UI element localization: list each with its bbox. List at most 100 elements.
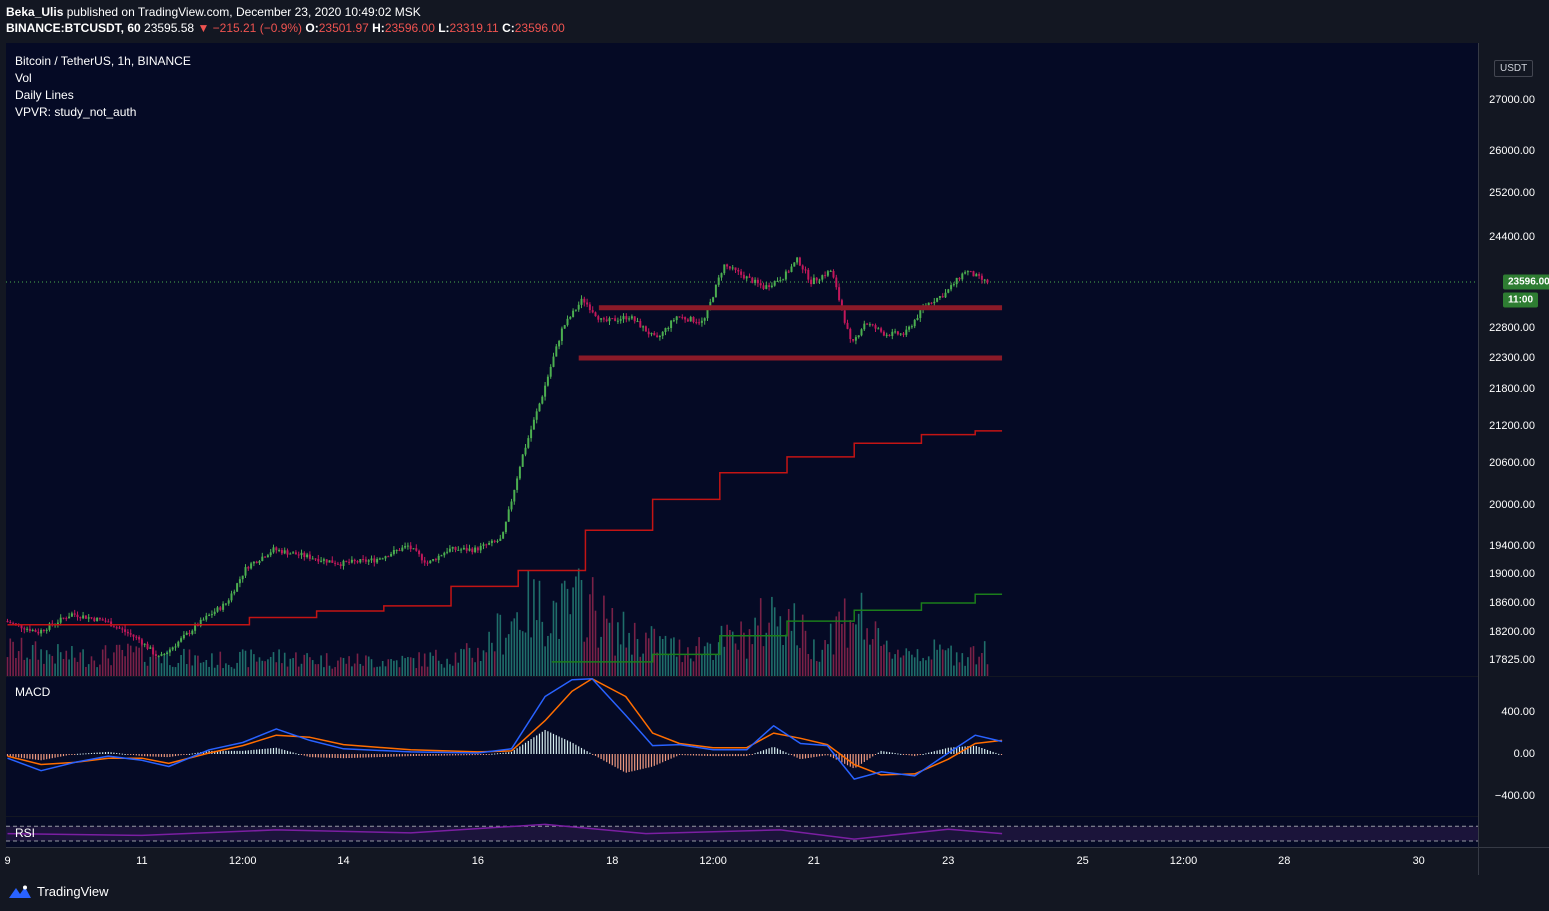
volume-bar xyxy=(815,661,818,676)
time-tick: 30 xyxy=(1412,855,1425,867)
candle-body xyxy=(367,560,370,562)
macd-histogram-bar xyxy=(15,754,17,758)
volume-bar xyxy=(855,624,857,676)
volume-bar xyxy=(656,652,658,676)
macd-histogram-bar xyxy=(93,752,95,754)
candle-body xyxy=(20,624,23,629)
macd-histogram-bar xyxy=(376,754,378,758)
volume-bar xyxy=(471,657,474,676)
volume-bar xyxy=(253,654,255,676)
candle-body xyxy=(292,552,295,554)
macd-label[interactable]: MACD xyxy=(15,685,51,699)
candle-body xyxy=(283,550,286,554)
volume-bar xyxy=(785,634,787,676)
volume-bar xyxy=(793,603,796,676)
macd-histogram-bar xyxy=(776,748,779,754)
legend-vol[interactable]: Vol xyxy=(15,71,32,85)
time-tick: 12:00 xyxy=(699,855,727,867)
macd-histogram-bar xyxy=(340,754,342,759)
macd-histogram-bar xyxy=(314,754,317,758)
volume-bar xyxy=(773,607,776,676)
macd-histogram-bar xyxy=(146,754,149,757)
macd-histogram-bar xyxy=(690,754,692,756)
candle-body xyxy=(62,617,65,619)
candle-body xyxy=(765,285,768,289)
volume-bar xyxy=(659,636,661,676)
macd-histogram-bar xyxy=(163,754,165,757)
legend-title[interactable]: Bitcoin / TetherUS, 1h, BINANCE xyxy=(15,54,191,68)
price-pane[interactable]: Bitcoin / TetherUS, 1h, BINANCE Vol Dail… xyxy=(6,43,1478,676)
volume-bar xyxy=(353,663,356,676)
candle-body xyxy=(546,376,549,386)
candle-body xyxy=(530,429,533,439)
macd-histogram-bar xyxy=(838,754,840,761)
macd-histogram-bar xyxy=(947,747,949,754)
legend-daily-lines[interactable]: Daily Lines xyxy=(15,88,74,102)
volume-bar xyxy=(768,622,770,676)
candle-body xyxy=(28,628,31,632)
rsi-pane[interactable]: RSI xyxy=(6,817,1478,847)
candle-body xyxy=(163,654,166,656)
volume-bar xyxy=(261,660,264,676)
volume-bar xyxy=(68,659,70,676)
candle-body xyxy=(364,559,367,562)
macd-histogram-bar xyxy=(821,754,823,756)
macd-histogram-bar xyxy=(331,754,333,758)
legend-vpvr[interactable]: VPVR: study_not_auth xyxy=(15,105,137,119)
volume-bar xyxy=(493,651,496,676)
macd-histogram-bar xyxy=(382,754,384,757)
macd-histogram-bar xyxy=(418,754,420,756)
candle-body xyxy=(941,296,944,298)
candle-body xyxy=(426,562,429,564)
macd-histogram-bar xyxy=(900,753,902,755)
macd-histogram-bar xyxy=(34,754,37,760)
author-name[interactable]: Beka_Ulis xyxy=(6,5,64,19)
rsi-chart[interactable] xyxy=(6,817,1478,847)
time-tick: 11 xyxy=(136,855,148,867)
volume-bar xyxy=(874,621,877,676)
candle-body xyxy=(328,560,331,563)
macd-histogram-bar xyxy=(471,754,473,756)
candle-body xyxy=(983,279,986,281)
macd-histogram-bar xyxy=(538,733,541,754)
macd-chart[interactable] xyxy=(6,677,1478,816)
volume-bar xyxy=(827,644,829,676)
volume-bar xyxy=(927,656,930,676)
macd-pane[interactable]: MACD xyxy=(6,677,1478,816)
candle-body xyxy=(630,316,633,319)
candle-body xyxy=(930,302,933,304)
candle-body xyxy=(838,287,841,301)
macd-histogram-bar xyxy=(40,754,42,761)
volume-bar xyxy=(843,598,846,676)
candle-body xyxy=(854,337,857,341)
volume-bar xyxy=(202,662,205,676)
tradingview-logo[interactable]: TradingView xyxy=(8,884,109,899)
candle-body xyxy=(952,284,955,286)
volume-bar xyxy=(687,647,689,676)
macd-histogram-bar xyxy=(463,754,465,756)
macd-histogram-bar xyxy=(684,754,686,756)
volume-bar xyxy=(600,636,602,676)
macd-axis[interactable]: 400.00 0.00 −400.00 xyxy=(1479,677,1549,816)
macd-histogram-bar xyxy=(650,754,653,767)
macd-histogram-bar xyxy=(166,754,168,758)
volume-bar xyxy=(706,642,709,676)
candle-body xyxy=(182,634,185,639)
candle-body xyxy=(255,561,258,564)
candle-body xyxy=(79,617,82,619)
candle-body xyxy=(311,558,314,560)
candle-body xyxy=(479,545,482,551)
candle-body xyxy=(958,277,961,280)
macd-histogram-bar xyxy=(715,754,717,757)
macd-histogram-bar xyxy=(233,750,235,754)
price-tick: 19400.00 xyxy=(1489,540,1535,552)
candle-body xyxy=(913,319,916,327)
macd-histogram-bar xyxy=(687,754,689,756)
time-axis[interactable]: 9 11 12:00 14 16 18 12:00 21 23 25 12:00 28 30 xyxy=(4,848,1478,874)
currency-badge[interactable]: USDT xyxy=(1494,60,1534,77)
rsi-label[interactable]: RSI xyxy=(15,826,36,840)
volume-bar xyxy=(300,663,303,676)
price-chart[interactable] xyxy=(6,43,1478,676)
candle-body xyxy=(975,274,978,277)
price-axis[interactable]: 27000.00 26000.00 25200.00 24400.00 22800.00… xyxy=(1479,43,1549,676)
